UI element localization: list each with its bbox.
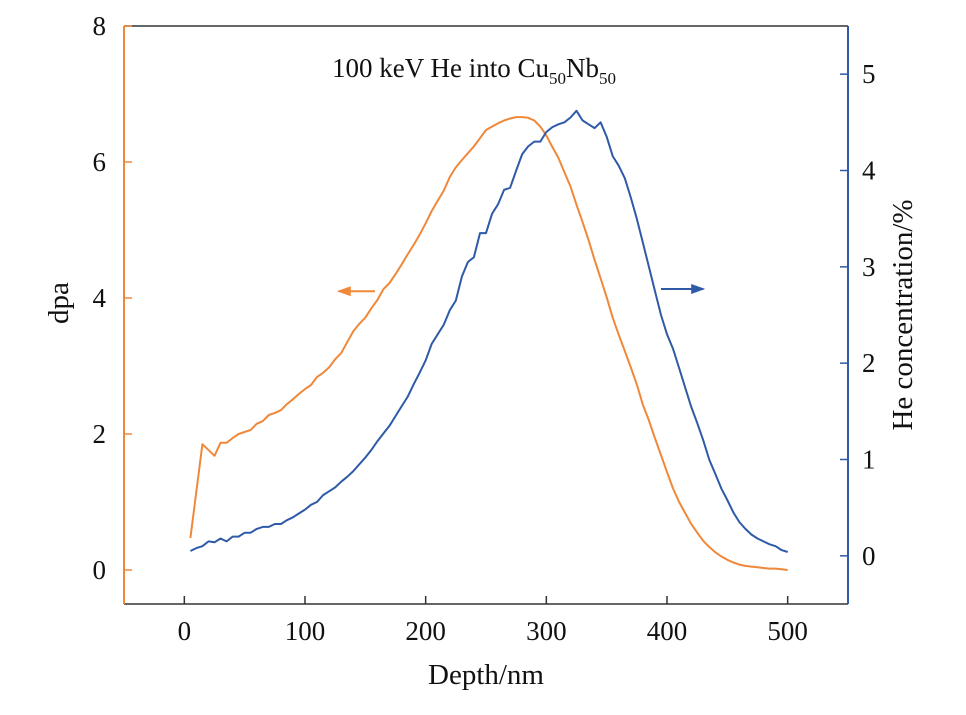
series-layer — [189, 109, 788, 571]
left-y-axis-title: dpa — [43, 282, 75, 324]
chart-title-prefix: 100 keV He into Cu — [332, 53, 549, 83]
x-axis-ticks: 0 100 200 300 400 500 — [178, 596, 808, 646]
right-y-tick-label: 4 — [862, 156, 876, 186]
right-y-tick-label: 0 — [862, 541, 876, 571]
right-y-axis-title: He concentration/% — [887, 199, 919, 430]
x-tick-label: 100 — [285, 616, 326, 646]
right-y-tick-label: 5 — [862, 59, 876, 89]
x-axis-title: Depth/nm — [428, 659, 544, 691]
x-tick-label: 400 — [647, 616, 688, 646]
x-tick-label: 0 — [178, 616, 192, 646]
right-y-axis-ticks: 0 1 2 3 4 5 — [840, 59, 876, 571]
annotation-layer — [336, 283, 706, 297]
he-concentration-line — [189, 109, 788, 553]
left-y-tick-label: 2 — [93, 419, 107, 449]
x-tick-label: 500 — [767, 616, 808, 646]
left-y-tick-label: 8 — [93, 11, 107, 41]
chart-title-sub2: 50 — [599, 69, 616, 88]
chart-title-sub1: 50 — [549, 69, 566, 88]
x-tick-label: 200 — [405, 616, 446, 646]
chart-title-mid: Nb — [566, 53, 599, 83]
right-y-tick-label: 3 — [862, 252, 876, 282]
x-tick-label: 300 — [526, 616, 567, 646]
left-y-tick-label: 0 — [93, 555, 107, 585]
left-y-tick-label: 4 — [93, 283, 107, 313]
right-y-tick-label: 2 — [862, 348, 876, 378]
left-y-tick-label: 6 — [93, 147, 107, 177]
right-y-tick-label: 1 — [862, 445, 876, 475]
chart-title: 100 keV He into Cu50Nb50 — [332, 53, 616, 88]
dpa-line — [189, 116, 788, 571]
left-y-axis-ticks: 0 2 4 6 8 — [93, 11, 132, 585]
